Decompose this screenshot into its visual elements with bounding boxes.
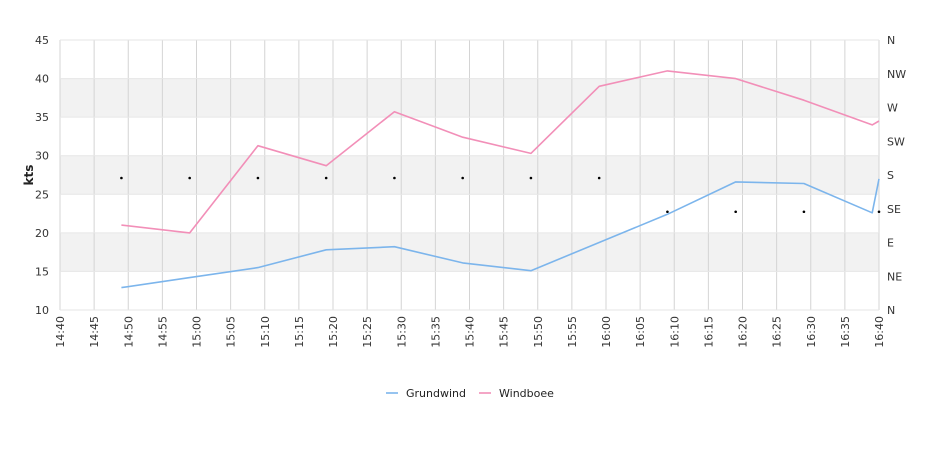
direction-axis-label: E bbox=[887, 237, 894, 250]
x-tick-label: 16:20 bbox=[737, 316, 750, 348]
series-line-windboee bbox=[121, 70, 880, 234]
x-tick-label: 14:40 bbox=[54, 316, 67, 348]
direction-axis-label: SE bbox=[887, 203, 901, 216]
direction-marker bbox=[188, 176, 191, 180]
x-tick-label: 16:25 bbox=[771, 316, 784, 348]
x-tick-label: 15:40 bbox=[464, 316, 477, 348]
direction-axis-label: S bbox=[887, 169, 894, 182]
x-tick-label: 14:50 bbox=[122, 316, 135, 348]
x-tick-label: 15:55 bbox=[566, 316, 579, 348]
direction-marker bbox=[120, 176, 123, 180]
direction-marker bbox=[324, 176, 328, 180]
x-tick-label: 15:10 bbox=[259, 316, 272, 348]
series-line-grundwind bbox=[121, 178, 880, 289]
x-tick-label: 16:35 bbox=[839, 316, 852, 348]
x-tick-label: 15:25 bbox=[361, 316, 374, 348]
direction-marker bbox=[734, 210, 737, 214]
x-tick-label: 16:05 bbox=[634, 316, 647, 348]
x-tick-label: 15:50 bbox=[532, 316, 545, 348]
x-tick-label: 16:10 bbox=[668, 316, 681, 348]
legend-label-windboee[interactable]: Windboee bbox=[499, 387, 554, 400]
x-tick-label: 15:45 bbox=[498, 316, 511, 348]
y-tick-label: 35 bbox=[35, 111, 49, 124]
x-tick-label: 16:40 bbox=[873, 316, 886, 348]
x-tick-label: 16:30 bbox=[805, 316, 818, 348]
x-tick-label: 15:30 bbox=[395, 316, 408, 348]
x-tick-label: 15:05 bbox=[225, 316, 238, 348]
direction-marker bbox=[393, 176, 396, 180]
y-tick-label: 25 bbox=[35, 188, 49, 201]
direction-axis-label: W bbox=[887, 102, 898, 115]
direction-marker bbox=[529, 176, 533, 180]
y-tick-label: 15 bbox=[35, 265, 49, 278]
x-tick-label: 15:15 bbox=[293, 316, 306, 348]
direction-marker bbox=[802, 210, 806, 214]
direction-marker bbox=[597, 176, 601, 180]
direction-axis-label: SW bbox=[887, 135, 905, 148]
y-tick-label: 20 bbox=[35, 227, 49, 240]
direction-axis-label: NW bbox=[887, 68, 906, 81]
x-tick-label: 15:35 bbox=[429, 316, 442, 348]
direction-marker bbox=[877, 210, 881, 214]
y-tick-label: 30 bbox=[35, 150, 49, 163]
x-tick-label: 16:15 bbox=[702, 316, 715, 348]
x-tick-label: 14:55 bbox=[156, 316, 169, 348]
x-tick-label: 15:00 bbox=[191, 316, 204, 348]
y-axis-title: kts bbox=[22, 165, 36, 186]
x-tick-label: 15:20 bbox=[327, 316, 340, 348]
x-tick-label: 16:00 bbox=[600, 316, 613, 348]
legend-label-grundwind[interactable]: Grundwind bbox=[406, 387, 466, 400]
direction-marker bbox=[461, 176, 464, 180]
direction-marker bbox=[666, 210, 669, 214]
direction-marker bbox=[256, 176, 260, 180]
direction-axis-label: N bbox=[887, 34, 895, 47]
y-tick-label: 40 bbox=[35, 73, 49, 86]
direction-axis-label: NE bbox=[887, 270, 902, 283]
y-tick-label: 45 bbox=[35, 34, 49, 47]
y-tick-label: 10 bbox=[35, 304, 49, 317]
direction-axis-label: N bbox=[887, 304, 895, 317]
x-tick-label: 14:45 bbox=[88, 316, 101, 348]
